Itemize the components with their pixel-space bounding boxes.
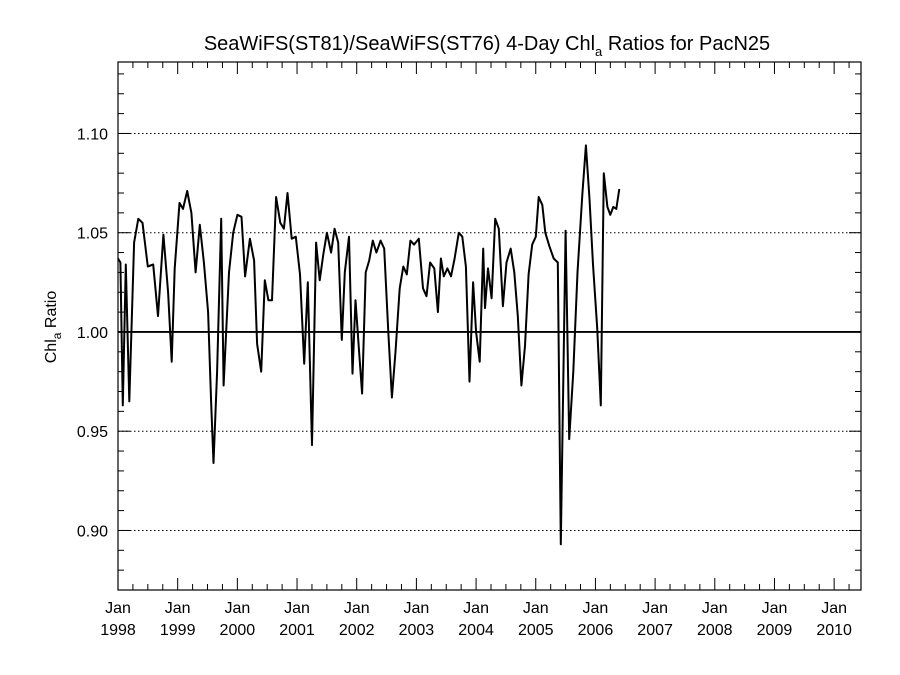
y-axis-label: Chla Ratio xyxy=(43,291,64,364)
chart-title: SeaWiFS(ST81)/SeaWiFS(ST76) 4-Day Chla R… xyxy=(204,33,770,59)
x-tick-label-year: 2004 xyxy=(458,622,494,639)
x-tick-label-year: 2010 xyxy=(816,622,852,639)
tick-label-layer: 0.90 0.95 1.00 1.05 1.10 Jan 1998 Jan 1999 Jan 200… xyxy=(77,126,852,639)
y-tick-label: 1.00 xyxy=(77,325,108,342)
tick-layer xyxy=(117,62,861,591)
x-tick-label-year: 2006 xyxy=(578,622,614,639)
y-tick-label: 1.05 xyxy=(77,226,108,243)
x-tick-label-year: 1998 xyxy=(100,622,136,639)
x-tick-label-year: 2007 xyxy=(637,622,673,639)
x-tick-label-month: Jan xyxy=(523,600,549,617)
x-tick-label-year: 2008 xyxy=(697,622,733,639)
plot-frame xyxy=(117,61,862,591)
x-tick-label-month: Jan xyxy=(821,600,847,617)
y-tick-label: 0.90 xyxy=(77,523,108,540)
x-tick-label-year: 2001 xyxy=(279,622,315,639)
series-line xyxy=(117,144,621,546)
x-tick-label-year: 1999 xyxy=(160,622,196,639)
x-tick-label-year: 2005 xyxy=(518,622,554,639)
x-tick-label-year: 2009 xyxy=(757,622,793,639)
x-tick-label-month: Jan xyxy=(403,600,429,617)
x-tick-label-month: Jan xyxy=(284,600,310,617)
series-layer xyxy=(117,144,621,546)
x-tick-label-month: Jan xyxy=(463,600,489,617)
y-tick-label: 1.10 xyxy=(77,126,108,143)
x-tick-label-month: Jan xyxy=(344,600,370,617)
x-tick-label-month: Jan xyxy=(642,600,668,617)
x-tick-label-year: 2002 xyxy=(339,622,375,639)
x-tick-label-year: 2000 xyxy=(220,622,256,639)
x-tick-label-month: Jan xyxy=(702,600,728,617)
x-tick-label-year: 2003 xyxy=(399,622,435,639)
x-tick-label-month: Jan xyxy=(762,600,788,617)
x-tick-label-month: Jan xyxy=(583,600,609,617)
x-tick-label-month: Jan xyxy=(105,600,131,617)
x-tick-label-month: Jan xyxy=(165,600,191,617)
y-tick-label: 0.95 xyxy=(77,424,108,441)
x-tick-label-month: Jan xyxy=(224,600,250,617)
